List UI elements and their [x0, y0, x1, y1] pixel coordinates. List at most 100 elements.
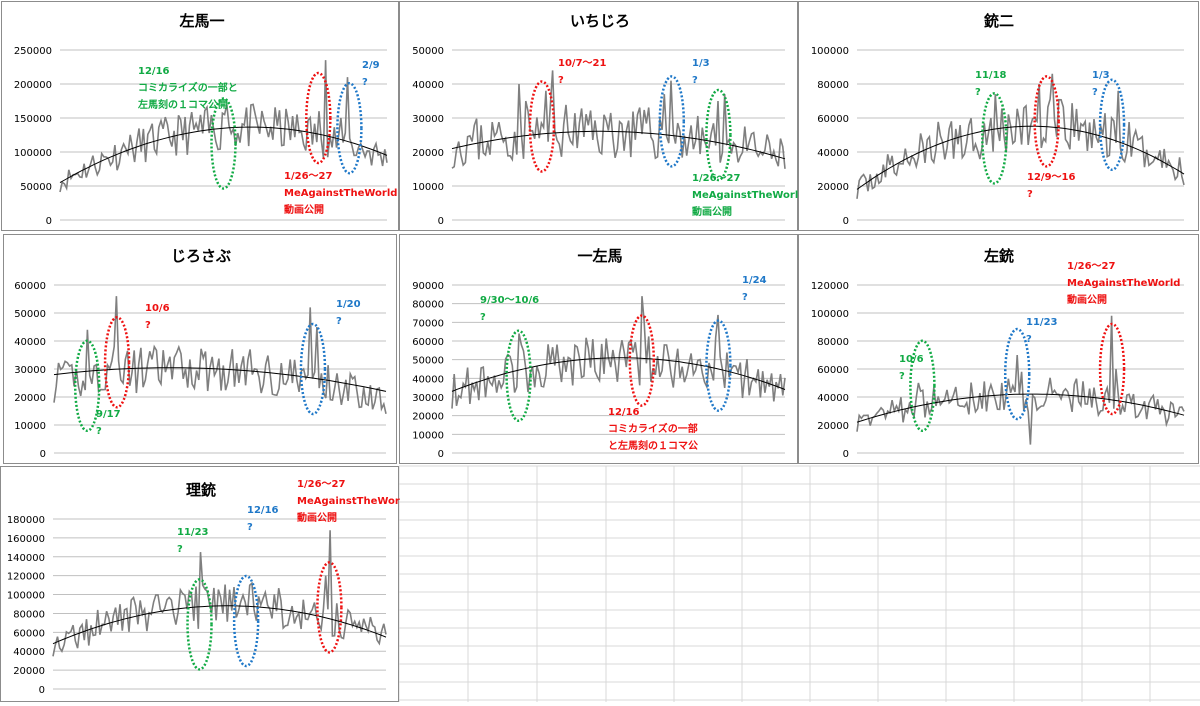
line-chart: 左銃 0 20000 40000 60000 80000 100000 120000 10/6?… — [811, 247, 1185, 460]
y-tick-label: 80000 — [817, 337, 849, 348]
annotation-label: MeAgainstTheWorld — [297, 496, 400, 507]
y-tick-label: 20000 — [14, 393, 46, 404]
line-chart: 左馬一 0 50000 100000 150000 200000 250000 12/16 コミ… — [14, 12, 398, 227]
annotation-label: 1/3 — [1092, 70, 1110, 81]
chart-panel-samatoki-ichiro[interactable]: 左馬一 0 50000 100000 150000 200000 250000 12/16 コミ… — [1, 1, 399, 231]
y-tick-label: 200000 — [14, 80, 52, 91]
y-tick-label: 60000 — [412, 337, 444, 348]
trendline — [59, 126, 388, 184]
annotation-label: ? — [692, 75, 698, 86]
series-line — [451, 296, 786, 409]
annotation-label: MeAgainstTheWorld — [284, 188, 397, 199]
annotation-label: ? — [336, 316, 342, 327]
annotation-label: 9/30〜10/6 — [480, 295, 539, 306]
y-tick-label: 10000 — [412, 430, 444, 441]
y-tick-label: 250000 — [14, 46, 52, 57]
series-line — [856, 73, 1185, 199]
annotation-label: 動画公開 — [1067, 293, 1107, 306]
highlight-ellipse — [1098, 78, 1126, 172]
annotation-label: MeAgainstTheWorld — [692, 190, 799, 201]
annotation-label: ? — [247, 522, 253, 533]
highlight-ellipse — [705, 319, 732, 412]
highlight-ellipse — [299, 322, 327, 416]
annotation-label: MeAgainstTheWorld — [1067, 278, 1180, 289]
annotation-label: ? — [177, 544, 183, 555]
y-tick-label: 100000 — [811, 309, 849, 320]
annotation-label: 左馬刻の１コマ公開 — [137, 98, 228, 111]
highlight-ellipse — [528, 80, 556, 173]
y-tick-label: 70000 — [412, 318, 444, 329]
line-chart: 一左馬 0 10000 20000 30000 40000 50000 60000 70000 8… — [412, 247, 786, 460]
trendline — [451, 357, 786, 392]
y-tick-label: 0 — [843, 216, 849, 227]
annotation-label: ? — [899, 371, 905, 382]
y-tick-label: 40000 — [14, 337, 46, 348]
y-tick-label: 80000 — [13, 609, 45, 620]
trendline — [856, 393, 1185, 423]
annotation-label: 動画公開 — [284, 203, 324, 216]
chart-title: 左馬一 — [178, 12, 224, 30]
annotation-label: 2/9 — [362, 60, 380, 71]
annotation-label: 1/26〜27 — [692, 173, 740, 184]
annotation-label: 10/6 — [145, 303, 170, 314]
annotation-label: 1/26〜27 — [297, 479, 345, 490]
chart-panel-ichijiro[interactable]: いちじろ 0 10000 20000 30000 40000 50000 10/7〜21? 1/… — [399, 1, 799, 231]
y-tick-label: 60000 — [13, 628, 45, 639]
y-tick-label: 10000 — [14, 421, 46, 432]
y-tick-label: 20000 — [817, 421, 849, 432]
y-tick-label: 0 — [438, 216, 444, 227]
series-line — [53, 296, 387, 414]
chart-title: 一左馬 — [577, 247, 622, 265]
annotation-label: と左馬刻の１コマ公 — [608, 439, 698, 452]
annotation-label: 1/3 — [692, 58, 710, 69]
y-tick-label: 50000 — [412, 356, 444, 367]
series-line — [59, 60, 388, 193]
y-tick-label: 40000 — [412, 374, 444, 385]
annotation-label: 1/24 — [742, 275, 767, 286]
y-tick-label: 0 — [39, 685, 45, 696]
y-tick-label: 50000 — [412, 46, 444, 57]
chart-panel-saju[interactable]: 左銃 0 20000 40000 60000 80000 100000 120000 10/6?… — [798, 234, 1199, 464]
annotation-label: 11/23 — [177, 527, 209, 538]
annotation-label: コミカライズの一部 — [608, 422, 698, 435]
annotation-label: 動画公開 — [692, 205, 732, 218]
chart-panel-ichisama[interactable]: 一左馬 0 10000 20000 30000 40000 50000 60000 70000 8… — [399, 234, 798, 464]
annotation-label: ? — [1092, 87, 1098, 98]
annotation-label: ? — [362, 77, 368, 88]
chart-panel-riju[interactable]: 理銃 0 20000 40000 60000 80000 100000 120000 14000… — [0, 466, 400, 702]
line-chart: いちじろ 0 10000 20000 30000 40000 50000 10/7〜21? 1/… — [412, 12, 799, 227]
y-tick-label: 100000 — [811, 46, 849, 57]
y-tick-label: 0 — [40, 449, 46, 460]
y-tick-label: 90000 — [412, 281, 444, 292]
trendline — [53, 367, 387, 392]
line-chart: 理銃 0 20000 40000 60000 80000 100000 120000 14000… — [7, 479, 400, 696]
highlight-ellipse — [316, 561, 343, 654]
annotation-label: 1/26〜27 — [284, 171, 332, 182]
y-tick-label: 100000 — [7, 591, 45, 602]
highlight-ellipse — [1033, 75, 1060, 168]
annotation-label: 1/20 — [336, 299, 361, 310]
chart-panel-jirosabu[interactable]: じろさぶ 0 10000 20000 30000 40000 50000 60000 10/6?… — [3, 234, 397, 464]
highlight-ellipse — [1098, 322, 1126, 416]
y-tick-label: 80000 — [817, 80, 849, 91]
y-tick-label: 10000 — [412, 182, 444, 193]
y-tick-label: 40000 — [817, 148, 849, 159]
annotation-label: ? — [975, 87, 981, 98]
series-line — [52, 530, 387, 657]
annotation-label: 11/18 — [975, 70, 1007, 81]
annotation-label: 動画公開 — [297, 511, 337, 524]
y-tick-label: 50000 — [14, 309, 46, 320]
y-tick-label: 20000 — [13, 666, 45, 677]
line-chart: 銃二 0 20000 40000 60000 80000 100000 11/18? 12/9〜… — [811, 12, 1185, 227]
annotation-label: 1/26〜27 — [1067, 261, 1115, 272]
y-tick-label: 20000 — [412, 148, 444, 159]
y-tick-label: 40000 — [13, 647, 45, 658]
highlight-ellipse — [210, 97, 237, 190]
series-line — [451, 70, 786, 169]
highlight-ellipse — [981, 92, 1008, 185]
y-tick-label: 60000 — [817, 365, 849, 376]
chart-panel-juji[interactable]: 銃二 0 20000 40000 60000 80000 100000 11/18? 12/9〜… — [798, 1, 1199, 231]
y-tick-label: 0 — [46, 216, 52, 227]
